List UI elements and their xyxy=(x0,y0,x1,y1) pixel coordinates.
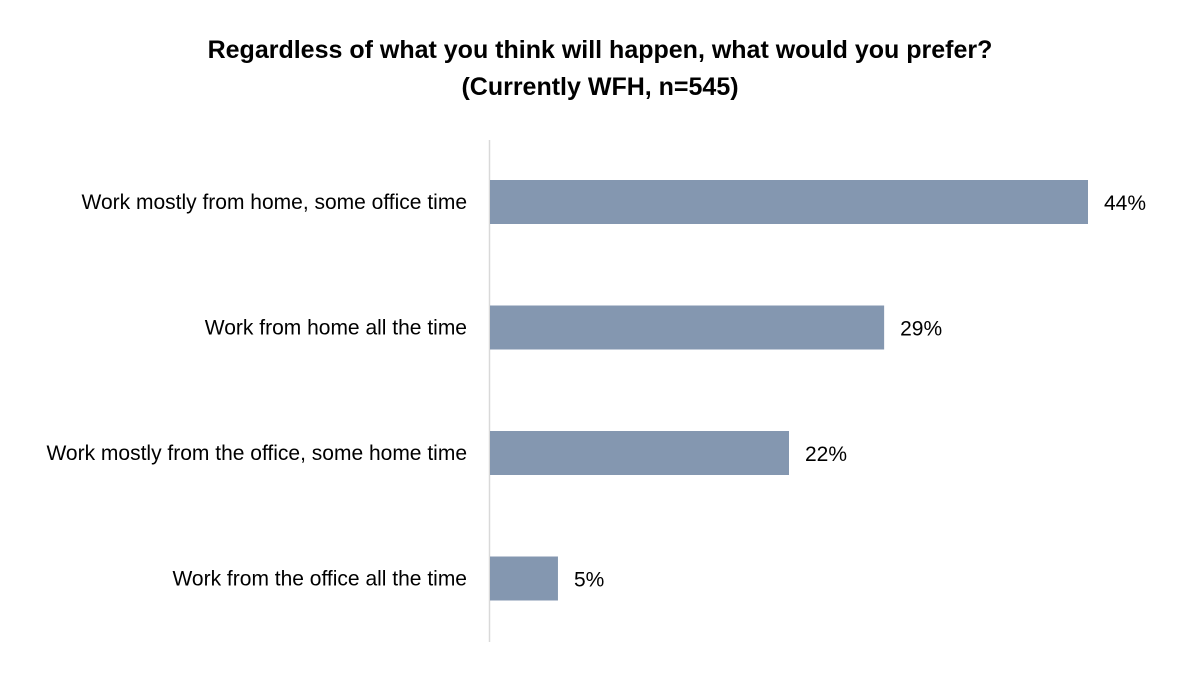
value-label: 22% xyxy=(805,443,847,466)
category-label: Work from the office all the time xyxy=(172,568,467,591)
bar xyxy=(490,305,885,350)
category-label: Work from home all the time xyxy=(205,317,467,340)
value-label: 44% xyxy=(1104,192,1146,215)
chart-subtitle: (Currently WFH, n=545) xyxy=(461,73,738,101)
bar xyxy=(490,556,558,601)
bar xyxy=(490,180,1088,224)
bar xyxy=(490,431,789,475)
value-label: 29% xyxy=(900,318,942,341)
category-label: Work mostly from the office, some home t… xyxy=(46,442,467,465)
bars-group: Work mostly from home, some office time 4… xyxy=(46,180,1146,601)
value-label: 5% xyxy=(574,569,604,592)
category-label: Work mostly from home, some office time xyxy=(82,191,468,214)
chart-title: Regardless of what you think will happen… xyxy=(208,36,993,64)
